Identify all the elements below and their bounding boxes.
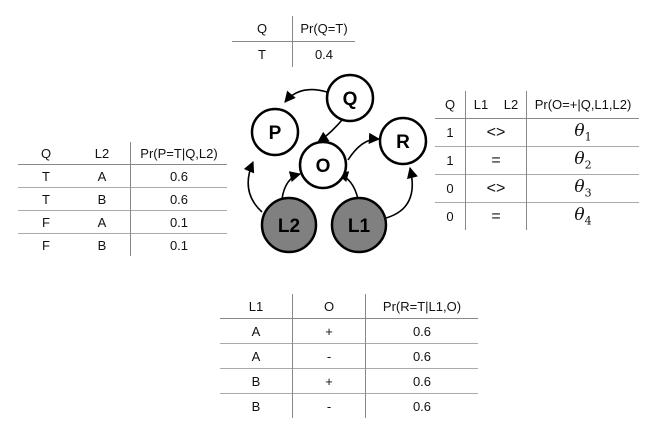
table-row: 0 = θ4 bbox=[435, 202, 639, 230]
cell-o: - bbox=[292, 343, 366, 369]
cell-l1: B bbox=[220, 393, 293, 418]
cell-q: 0 bbox=[435, 202, 466, 230]
header-pr-q: Pr(Q=T) bbox=[292, 16, 355, 42]
table-row: F B 0.1 bbox=[18, 233, 227, 256]
node-o-label: O bbox=[316, 156, 331, 177]
node-p: P bbox=[250, 107, 300, 157]
cell-q: T bbox=[258, 47, 266, 62]
edge-l1-r bbox=[385, 166, 418, 219]
node-p-label: P bbox=[269, 123, 282, 144]
cell-l1: A bbox=[220, 343, 293, 369]
node-r-circle bbox=[378, 116, 428, 166]
table-row: T 0.4 bbox=[232, 41, 355, 67]
cell-q: 1 bbox=[446, 125, 454, 140]
cell-q: 1 bbox=[435, 146, 466, 175]
cell-prob: 0.6 bbox=[365, 343, 478, 369]
cell-o: + bbox=[292, 318, 366, 344]
cell-q: F bbox=[18, 210, 74, 234]
header-pr-r: Pr(R=T|L1,O) bbox=[365, 294, 478, 319]
cell-relation: <> bbox=[465, 174, 527, 203]
header-l2: L2 bbox=[496, 91, 527, 119]
header-l1: L1 bbox=[465, 91, 496, 119]
edge-l2-p bbox=[243, 160, 263, 213]
cell-prob: 0.6 bbox=[365, 368, 478, 394]
cell-l2: A bbox=[74, 210, 131, 234]
cell-relation: = bbox=[465, 202, 527, 230]
header-o: O bbox=[292, 294, 366, 319]
cell-prob: 0.6 bbox=[365, 318, 478, 344]
node-o-circle bbox=[298, 140, 348, 190]
table-p-cpt: Q L2 Pr(P=T|Q,L2) T A 0.6 T B 0.6 F A 0.… bbox=[18, 142, 227, 256]
theta-symbol: θ1 bbox=[574, 121, 592, 144]
table-row: T A 0.6 bbox=[18, 164, 227, 188]
cell-l1: B bbox=[220, 368, 293, 394]
cell-l1: A bbox=[251, 323, 261, 339]
cell-l2: B bbox=[74, 187, 131, 211]
cell-theta: θ3 bbox=[526, 174, 639, 203]
table-row: F A 0.1 bbox=[18, 210, 227, 234]
node-l1-label: L1 bbox=[348, 216, 371, 237]
edges bbox=[243, 88, 418, 219]
nodes: Q P O R L2 L1 bbox=[250, 73, 428, 254]
cell-prob: 0.6 bbox=[130, 187, 227, 211]
table-q-prior: Q Pr(Q=T) T 0.4 bbox=[232, 16, 355, 67]
header-q: Q bbox=[18, 142, 74, 165]
table-row: 1 <> θ1 bbox=[435, 118, 639, 147]
header-l1: L1 bbox=[220, 294, 293, 319]
cell-prob: 0.6 bbox=[365, 393, 478, 418]
cell-relation: = bbox=[465, 146, 527, 175]
table-row: A - 0.6 bbox=[220, 343, 478, 369]
node-l1-circle bbox=[330, 196, 388, 254]
node-o: O bbox=[298, 140, 348, 190]
table-row: B - 0.6 bbox=[220, 393, 478, 418]
cell-o: - bbox=[292, 393, 366, 418]
theta-symbol: θ4 bbox=[574, 205, 592, 228]
edge-q-p bbox=[284, 88, 328, 103]
table-r-cpt: L1 O Pr(R=T|L1,O) A + 0.6 A - 0.6 B + 0.… bbox=[220, 294, 478, 418]
cell-prob: 0.1 bbox=[130, 210, 227, 234]
cell-l2: A bbox=[97, 168, 107, 184]
node-q-circle bbox=[325, 73, 375, 123]
cell-prob: 0.1 bbox=[130, 233, 227, 256]
cell-prob: 0.6 bbox=[130, 164, 227, 188]
node-r-label: R bbox=[396, 132, 410, 153]
table-row: A + 0.6 bbox=[220, 318, 478, 344]
cell-q: 0 bbox=[435, 174, 466, 203]
header-pr-p: Pr(P=T|Q,L2) bbox=[130, 142, 227, 165]
cell-q: T bbox=[18, 187, 74, 211]
cell-relation: <> bbox=[465, 118, 527, 147]
theta-symbol: θ2 bbox=[574, 149, 592, 172]
cell-theta: θ1 bbox=[526, 118, 639, 147]
node-p-circle bbox=[250, 107, 300, 157]
edge-q-o bbox=[317, 119, 343, 143]
edge-o-r bbox=[347, 132, 381, 161]
cell-theta: θ4 bbox=[526, 202, 639, 230]
table-row: 1 = θ2 bbox=[435, 146, 639, 175]
table-row: 0 <> θ3 bbox=[435, 174, 639, 203]
table-o-cpt: Q L1 L2 Pr(O=+|Q,L1,L2) 1 <> θ1 1 = θ2 0… bbox=[435, 91, 639, 230]
cell-q: T bbox=[42, 168, 50, 184]
node-l2: L2 bbox=[260, 196, 318, 254]
node-q-label: Q bbox=[343, 89, 358, 110]
theta-symbol: θ3 bbox=[574, 177, 592, 200]
node-l2-label: L2 bbox=[278, 216, 300, 237]
table-row: B + 0.6 bbox=[220, 368, 478, 394]
cell-o: + bbox=[292, 368, 366, 394]
cell-l2: B bbox=[74, 233, 131, 256]
table-row: T B 0.6 bbox=[18, 187, 227, 211]
header-q: Q bbox=[435, 91, 466, 119]
edge-l2-o bbox=[281, 171, 302, 200]
node-r: R bbox=[378, 116, 428, 166]
cell-q: F bbox=[18, 233, 74, 256]
node-l1: L1 bbox=[330, 196, 388, 254]
header-l2: L2 bbox=[74, 142, 131, 165]
cell-theta: θ2 bbox=[526, 146, 639, 175]
cell-prob: 0.4 bbox=[292, 41, 355, 67]
node-l2-circle bbox=[260, 196, 318, 254]
node-q: Q bbox=[325, 73, 375, 123]
header-pr-o: Pr(O=+|Q,L1,L2) bbox=[526, 91, 639, 119]
header-q: Q bbox=[232, 16, 293, 42]
